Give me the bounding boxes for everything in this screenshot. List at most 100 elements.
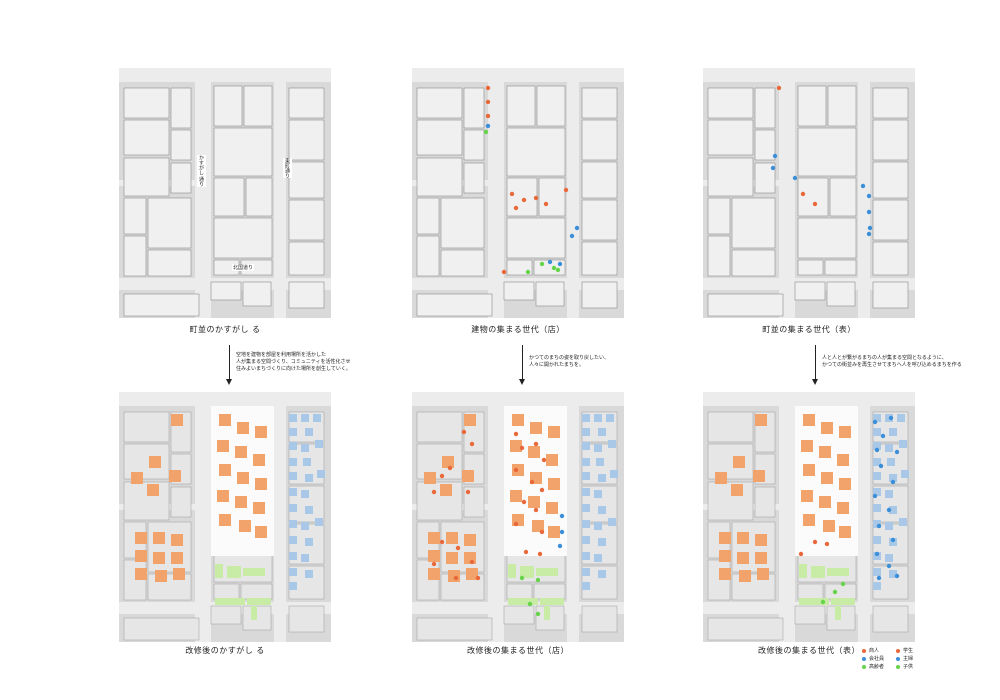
renovated-block-orange [510,490,522,502]
building [797,177,829,217]
activity-dot [559,513,565,519]
building [416,235,440,277]
building [731,521,776,573]
activity-dot [475,575,481,581]
caption-top-1: 町並のかすがし る [189,325,261,334]
building [731,249,776,277]
renovated-block-green [508,564,516,578]
building [440,521,485,573]
activity-dot [874,551,880,557]
renovated-block-orange [235,496,247,508]
renovated-block-orange [255,426,267,438]
renovated-block-blue [301,444,309,452]
activity-dot [439,473,445,479]
renovated-block-orange [801,440,813,452]
legend-item: 高齢者 [862,663,884,670]
renovated-block-orange [512,414,524,426]
renovated-block-orange [446,552,458,564]
renovated-block-blue [873,504,881,512]
activity-dot [519,575,525,581]
renovated-block-green [215,598,245,605]
building [170,129,192,161]
activity-dot [537,551,543,557]
building [416,617,493,641]
activity-dot [574,225,580,231]
renovated-block-blue [305,538,313,546]
renovated-block-orange [462,470,474,482]
map-panel-after-1 [119,392,331,642]
renovated-block-orange [803,464,815,476]
activity-dot [798,551,804,557]
building [872,119,909,161]
street-label-left: かすがし 通り [197,155,206,187]
map-svg [119,392,331,642]
renovated-block-green [251,606,257,620]
map-svg [412,68,624,318]
building [213,85,243,127]
building [754,129,776,161]
renovated-block-blue [289,442,297,450]
building [797,583,824,600]
renovated-block-green [536,568,558,576]
activity-dot [776,85,782,91]
building [797,127,857,177]
building [506,127,566,177]
building [794,281,826,301]
activity-dot [485,123,491,129]
building [707,411,754,443]
building [797,259,824,276]
renovated-block-orange [135,532,147,544]
activity-dot [533,507,539,513]
activity-dot [529,479,535,485]
activity-dot [521,197,527,203]
activity-dot [513,521,519,527]
renovated-block-green [508,598,538,605]
renovated-block-orange [135,568,147,580]
renovated-block-orange [171,552,183,564]
building [123,481,170,521]
activity-dot [513,205,519,211]
activity-dot [866,193,872,199]
activity-dot [557,261,563,267]
renovated-block-green [831,598,855,605]
legend-label: 高齢者 [869,664,885,670]
activity-dot [485,85,491,91]
renovated-block-blue [608,440,616,448]
building [536,85,566,127]
renovated-block-orange [169,470,181,482]
renovated-block-blue [873,568,881,576]
renovated-block-green [827,568,849,576]
renovated-block-blue [303,458,311,466]
renovated-block-blue [315,518,323,526]
map-panel-before-2 [412,68,624,318]
building [288,199,325,241]
legend-dot [862,648,866,653]
renovated-block-orange [239,520,251,532]
renovated-block-orange [803,414,815,426]
renovated-block-blue [598,570,606,578]
activity-dot [874,447,880,453]
renovated-block-orange [548,426,560,438]
renovated-block-orange [821,422,833,434]
renovated-block-orange [428,568,440,580]
arrow-note-2: かつてのまちの姿を取り戻したい、 人々に開かれたまちを。 [529,355,610,368]
building [213,217,273,259]
activity-dot [886,563,892,569]
renovated-block-orange [253,454,265,466]
renovated-block-blue [301,522,309,530]
renovated-block-orange [135,550,147,562]
renovated-block-orange [466,568,478,580]
activity-dot [886,507,892,513]
building [288,87,325,119]
map-panel-before-1 [119,68,331,318]
renovated-block-blue [289,472,297,480]
activity-dot [878,463,884,469]
building [824,583,857,600]
renovated-block-orange [153,532,165,544]
legend-dot [862,664,866,669]
renovated-block-blue [873,428,881,436]
legend-dot [896,656,900,661]
renovated-block-orange [823,520,835,532]
renovated-block-orange [131,472,143,484]
building [213,177,245,217]
